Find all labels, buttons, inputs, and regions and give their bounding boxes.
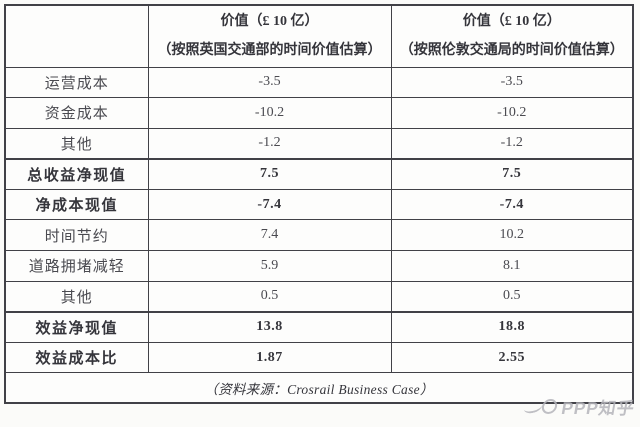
value-tfl: 8.1 — [390, 250, 634, 282]
value-tfl: 10.2 — [390, 219, 634, 252]
col-header-dft-subtitle: （按照英国交通部的时间价值估算） — [157, 42, 382, 58]
value-dft: 5.9 — [147, 250, 392, 282]
row-label: 运营成本 — [4, 66, 149, 99]
value-tfl: 18.8 — [390, 310, 634, 343]
table-row: 道路拥堵减轻 5.9 8.1 — [4, 250, 634, 282]
source-note: （资料来源：Crosrail Business Case） — [4, 372, 634, 404]
col-header-tfl-subtitle: （按照伦敦交通局的时间价值估算） — [399, 42, 624, 58]
row-label: 净成本现值 — [4, 188, 149, 221]
table-row-benefit-cost-ratio: 效益成本比 1.87 2.55 — [4, 341, 634, 374]
col-header-tfl-title: 价值（£ 10 亿） — [462, 14, 561, 30]
table-header: 价值（£ 10 亿） （按照英国交通部的时间价值估算） 价值（£ 10 亿） （… — [4, 4, 634, 68]
table-row-net-cost-pv: 净成本现值 -7.4 -7.4 — [4, 188, 634, 221]
row-label: 效益净现值 — [4, 310, 149, 343]
value-dft: 13.8 — [147, 310, 392, 343]
table-body: 运营成本 -3.5 -3.5 资金成本 -10.2 -10.2 其他 -1.2 … — [4, 66, 634, 374]
table-row: 资金成本 -10.2 -10.2 — [4, 97, 634, 129]
value-tfl: -1.2 — [390, 127, 634, 160]
row-label: 时间节约 — [4, 219, 149, 252]
value-dft: -7.4 — [147, 188, 392, 221]
table-row-total-benefit-npv: 总收益净现值 7.5 7.5 — [4, 157, 634, 190]
row-label: 总收益净现值 — [4, 157, 149, 190]
corner-cell — [4, 4, 149, 68]
value-dft: 7.5 — [147, 157, 392, 190]
table-row-benefit-npv: 效益净现值 13.8 18.8 — [4, 310, 634, 343]
table-row: 其他 -1.2 -1.2 — [4, 127, 634, 160]
table-footer: （资料来源：Crosrail Business Case） — [4, 372, 634, 404]
value-tfl: -3.5 — [390, 66, 634, 99]
col-header-dft: 价值（£ 10 亿） （按照英国交通部的时间价值估算） — [147, 4, 392, 68]
watermark-logo-icon — [540, 399, 559, 414]
row-label: 道路拥堵减轻 — [4, 250, 149, 282]
value-tfl: -7.4 — [390, 188, 634, 221]
watermark-text: PPP知乎 — [559, 399, 637, 418]
header-row: 价值（£ 10 亿） （按照英国交通部的时间价值估算） 价值（£ 10 亿） （… — [4, 4, 634, 68]
value-dft: -1.2 — [147, 127, 392, 160]
col-header-dft-title: 价值（£ 10 亿） — [220, 14, 319, 30]
value-dft: 0.5 — [147, 280, 392, 313]
value-tfl: 0.5 — [390, 280, 634, 313]
ppp-zhihu-watermark: PPP知乎 — [522, 394, 637, 419]
watermark-swoosh-icon — [523, 398, 543, 415]
row-label: 效益成本比 — [4, 341, 149, 374]
table-row: 其他 0.5 0.5 — [4, 280, 634, 313]
benefit-cost-table: 价值（£ 10 亿） （按照英国交通部的时间价值估算） 价值（£ 10 亿） （… — [4, 4, 634, 404]
source-row: （资料来源：Crosrail Business Case） — [4, 372, 634, 404]
row-label: 资金成本 — [4, 97, 149, 129]
row-label: 其他 — [4, 127, 149, 160]
value-tfl: 7.5 — [390, 157, 634, 190]
col-header-tfl: 价值（£ 10 亿） （按照伦敦交通局的时间价值估算） — [390, 4, 634, 68]
value-dft: 1.87 — [147, 341, 392, 374]
value-dft: -3.5 — [147, 66, 392, 99]
value-dft: 7.4 — [147, 219, 392, 252]
row-label: 其他 — [4, 280, 149, 313]
value-tfl: 2.55 — [390, 341, 634, 374]
table-row: 运营成本 -3.5 -3.5 — [4, 66, 634, 99]
value-dft: -10.2 — [147, 97, 392, 129]
value-tfl: -10.2 — [390, 97, 634, 129]
table-row: 时间节约 7.4 10.2 — [4, 219, 634, 252]
